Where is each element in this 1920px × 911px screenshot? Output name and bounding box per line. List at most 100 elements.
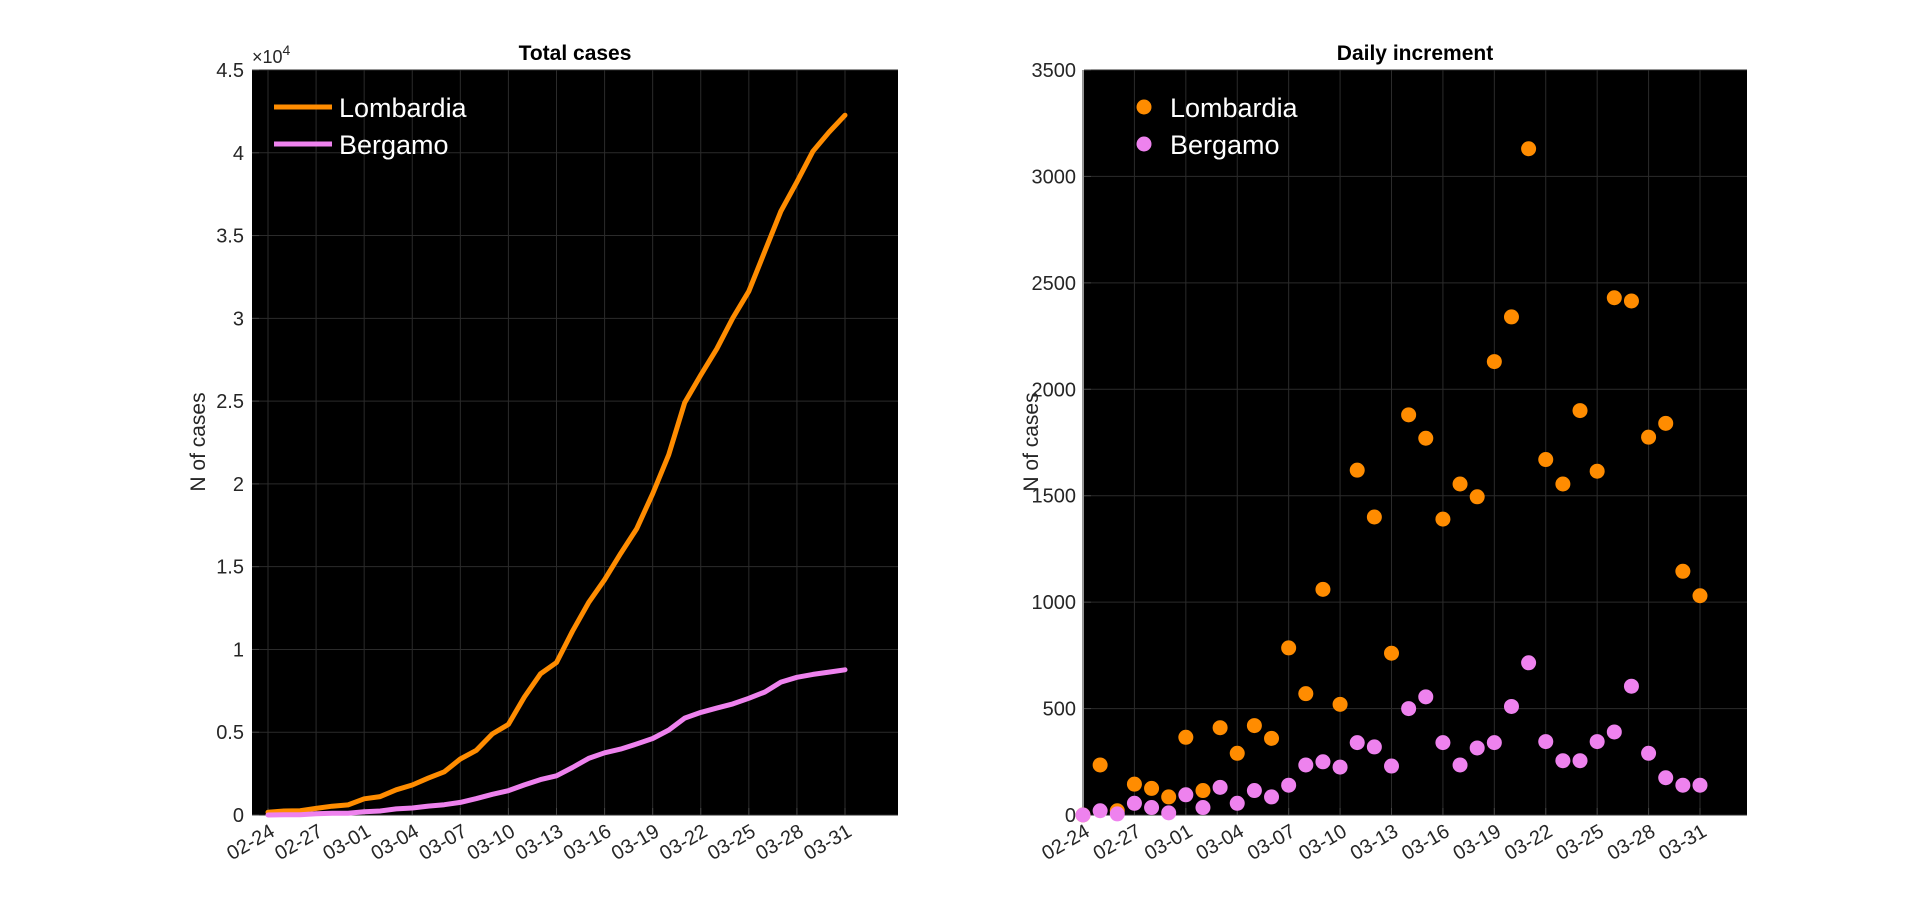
scatter-point-bergamo [1658, 770, 1674, 786]
scatter-point-lombardia [1538, 452, 1554, 468]
scatter-point-bergamo [1195, 800, 1211, 816]
scatter-point-lombardia [1435, 511, 1451, 527]
y-tick-label: 0.5 [216, 722, 244, 744]
scatter-point-bergamo [1452, 757, 1468, 773]
x-tick-label: 03-19 [1450, 820, 1505, 865]
scatter-point-bergamo [1469, 740, 1485, 756]
y-tick-label: 3 [233, 308, 244, 330]
x-tick-label: 03-28 [752, 820, 807, 865]
x-tick-label: 03-28 [1604, 820, 1659, 865]
scatter-point-lombardia [1195, 783, 1211, 799]
scatter-point-lombardia [1349, 462, 1365, 478]
scatter-point-bergamo [1538, 734, 1554, 750]
scatter-point-lombardia [1246, 718, 1262, 734]
scatter-point-bergamo [1246, 783, 1262, 799]
x-tick-label: 03-13 [512, 820, 567, 865]
x-tick-label: 03-04 [367, 820, 422, 865]
exponent-power: 4 [283, 42, 291, 58]
x-tick-label: 03-10 [1295, 820, 1350, 865]
x-tick-label: 03-07 [1244, 820, 1299, 865]
scatter-point-lombardia [1229, 745, 1245, 761]
scatter-point-bergamo [1332, 759, 1348, 775]
y-tick-label: 2500 [1032, 273, 1077, 295]
scatter-point-lombardia [1264, 730, 1280, 746]
scatter-point-bergamo [1503, 698, 1519, 714]
scatter-point-lombardia [1178, 729, 1194, 745]
scatter-point-bergamo [1401, 701, 1417, 717]
x-tick-label: 03-04 [1192, 820, 1247, 865]
x-tick-label: 03-16 [1398, 820, 1453, 865]
daily-increment-legend: Lombardia Bergamo [1136, 93, 1299, 160]
y-tick-label: 2.5 [216, 391, 244, 413]
x-tick-label: 03-01 [1141, 820, 1196, 865]
x-tick-label: 03-31 [800, 820, 855, 865]
y-tick-label: 500 [1043, 699, 1076, 721]
total-cases-x-ticks: 02-2402-2703-0103-0403-0703-1003-1303-16… [223, 820, 855, 865]
y-tick-label: 3.5 [216, 226, 244, 248]
total-cases-legend: Lombardia Bergamo [274, 93, 468, 160]
scatter-point-bergamo [1349, 735, 1365, 751]
total-cases-grid [252, 69, 898, 816]
scatter-point-lombardia [1658, 415, 1674, 431]
scatter-point-bergamo [1281, 777, 1297, 793]
x-tick-label: 03-16 [560, 820, 615, 865]
daily-increment-series [1075, 141, 1708, 823]
scatter-point-lombardia [1384, 645, 1399, 661]
scatter-point-bergamo [1144, 800, 1160, 816]
scatter-point-bergamo [1229, 795, 1245, 811]
legend-marker-bergamo [1136, 136, 1152, 152]
scatter-point-bergamo [1075, 807, 1091, 823]
scatter-point-bergamo [1212, 779, 1228, 795]
daily-increment-grid [1082, 69, 1747, 816]
scatter-point-bergamo [1572, 753, 1588, 769]
x-tick-label: 03-31 [1655, 820, 1710, 865]
scatter-point-bergamo [1298, 757, 1314, 773]
legend-label-lombardia: Lombardia [339, 93, 468, 123]
scatter-point-lombardia [1606, 290, 1622, 306]
scatter-point-bergamo [1126, 795, 1142, 811]
total-cases-y-exponent: ×104 [252, 42, 291, 67]
scatter-point-lombardia [1503, 309, 1519, 325]
scatter-point-bergamo [1589, 734, 1605, 750]
y-tick-label: 1 [233, 639, 244, 661]
scatter-point-lombardia [1589, 463, 1605, 479]
y-tick-label: 1.5 [216, 557, 244, 579]
x-tick-label: 03-25 [1552, 820, 1607, 865]
daily-increment-y-ticks: 0 500 1000 1500 2000 2500 3000 3500 [1032, 60, 1077, 827]
scatter-point-bergamo [1092, 803, 1108, 819]
y-tick-label: 0 [1065, 805, 1076, 827]
y-tick-label: 2 [233, 474, 244, 496]
scatter-point-bergamo [1692, 777, 1708, 793]
y-tick-label: 1000 [1032, 592, 1077, 614]
y-tick-label: 2000 [1032, 379, 1077, 401]
scatter-point-lombardia [1281, 640, 1297, 656]
x-tick-label: 03-25 [704, 820, 759, 865]
y-tick-label: 4.5 [216, 60, 244, 82]
scatter-point-lombardia [1675, 563, 1691, 579]
y-tick-label: 3000 [1032, 166, 1077, 188]
scatter-point-bergamo [1264, 789, 1280, 805]
scatter-point-bergamo [1384, 758, 1399, 774]
scatter-point-lombardia [1144, 780, 1160, 796]
daily-increment-panel: 0 500 1000 1500 2000 2500 3000 3500 02-2402-270… [1020, 42, 1747, 865]
y-tick-label: 0 [233, 805, 244, 827]
scatter-point-lombardia [1555, 476, 1571, 492]
x-tick-label: 03-22 [1501, 820, 1556, 865]
y-tick-label: 4 [233, 143, 244, 165]
total-cases-series [265, 112, 848, 818]
scatter-point-lombardia [1298, 686, 1314, 702]
x-tick-label: 03-07 [416, 820, 471, 865]
x-tick-label: 02-24 [223, 820, 278, 865]
scatter-point-bergamo [1418, 689, 1434, 705]
total-cases-panel: 0 0.5 1 1.5 2 2.5 3 3.5 4 4.5 02-2402-2703-0103-0… [187, 42, 898, 865]
legend-marker-lombardia [1136, 99, 1152, 115]
scatter-point-bergamo [1109, 806, 1125, 822]
scatter-point-bergamo [1486, 735, 1502, 751]
scatter-point-bergamo [1315, 754, 1331, 770]
scatter-point-lombardia [1418, 430, 1434, 446]
scatter-point-lombardia [1332, 696, 1348, 712]
scatter-point-bergamo [1675, 777, 1691, 793]
y-tick-label: 1500 [1032, 486, 1077, 508]
scatter-point-lombardia [1212, 720, 1228, 736]
